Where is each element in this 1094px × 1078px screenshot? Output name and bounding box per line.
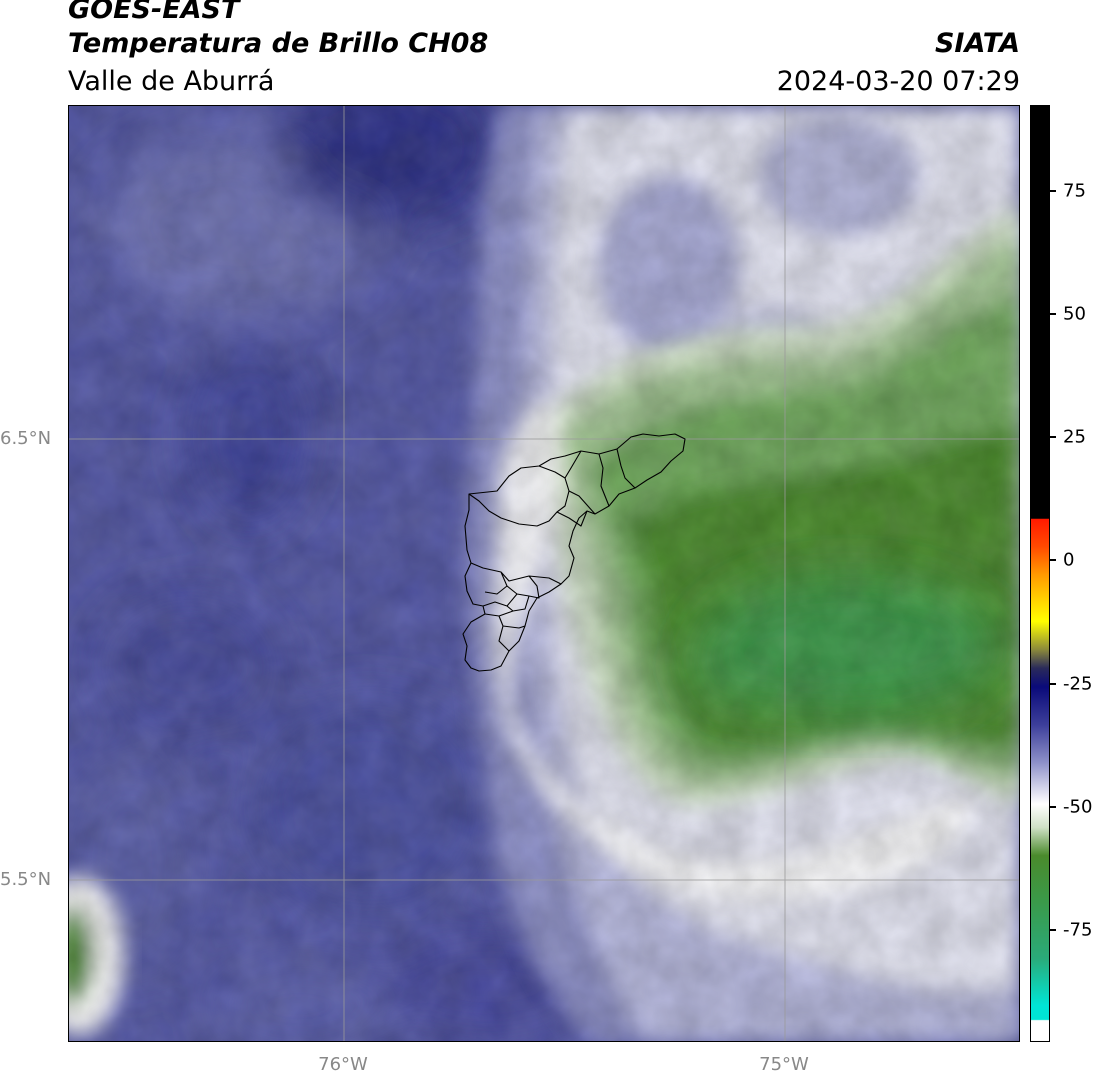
texture-light: [69, 106, 1019, 1041]
brightness-temperature-field: [69, 106, 1019, 1041]
boundary-itagui: [482, 585, 530, 612]
colorbar-label-minus-50: -50: [1063, 796, 1093, 818]
colorbar-tick: [1050, 559, 1056, 561]
colorbar-label-minus-75: -75: [1063, 919, 1093, 941]
lon-label-76w: 76°W: [318, 1054, 368, 1075]
lon-label-75w: 75°W: [759, 1054, 809, 1075]
product-title: Temperatura de Brillo CH08: [68, 28, 489, 59]
temperature-colorbar: [1030, 105, 1050, 1042]
lat-label-6-5n: 6.5°N: [0, 428, 52, 449]
colorbar-label-75: 75: [1063, 180, 1086, 202]
satellite-title: GOES-EAST: [68, 0, 240, 25]
colorbar-label-0: 0: [1063, 549, 1075, 571]
region-subtitle: Valle de Aburrá: [68, 66, 275, 97]
graticule: [69, 106, 1019, 1041]
colorbar-tick: [1050, 313, 1056, 315]
satellite-map: [68, 105, 1020, 1042]
colorbar-gradient: [1031, 106, 1049, 1041]
colorbar-tick: [1050, 806, 1056, 808]
boundary-copacabana: [556, 510, 588, 527]
colorbar-tick: [1050, 190, 1056, 192]
colorbar-tick: [1050, 929, 1056, 931]
colorbar-tick: [1050, 683, 1056, 685]
colorbar-tick: [1050, 436, 1056, 438]
datetime-label: 2024-03-20 07:29: [776, 66, 1020, 97]
boundary-caldas: [498, 625, 510, 652]
organization-label: SIATA: [934, 28, 1020, 59]
colorbar-label-25: 25: [1063, 426, 1086, 448]
colorbar-label-50: 50: [1063, 303, 1086, 325]
boundary-outline: [462, 433, 686, 672]
municipality-boundaries: [462, 433, 686, 672]
boundary-girardota: [564, 450, 596, 515]
boundary-barbosa: [598, 448, 636, 507]
colorbar-label-minus-25: -25: [1063, 673, 1093, 695]
lat-label-5-5n: 5.5°N: [0, 869, 52, 890]
boundary-sabaneta: [484, 610, 526, 629]
